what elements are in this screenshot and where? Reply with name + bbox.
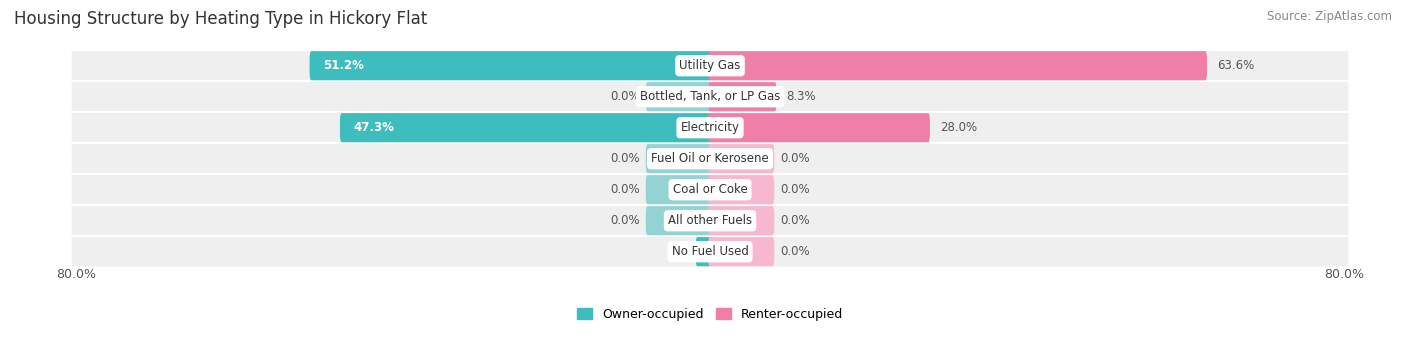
FancyBboxPatch shape [645,82,711,111]
FancyBboxPatch shape [70,81,1350,113]
Text: Housing Structure by Heating Type in Hickory Flat: Housing Structure by Heating Type in Hic… [14,10,427,28]
Text: All other Fuels: All other Fuels [668,214,752,227]
FancyBboxPatch shape [645,175,711,204]
Text: 1.6%: 1.6% [709,245,742,258]
Text: 0.0%: 0.0% [780,214,810,227]
FancyBboxPatch shape [709,82,776,111]
Text: 0.0%: 0.0% [610,183,640,196]
FancyBboxPatch shape [709,144,775,173]
Text: 51.2%: 51.2% [323,59,364,72]
FancyBboxPatch shape [709,237,775,266]
FancyBboxPatch shape [696,237,711,266]
Text: Bottled, Tank, or LP Gas: Bottled, Tank, or LP Gas [640,90,780,103]
Legend: Owner-occupied, Renter-occupied: Owner-occupied, Renter-occupied [572,303,848,326]
FancyBboxPatch shape [70,236,1350,268]
FancyBboxPatch shape [709,175,775,204]
FancyBboxPatch shape [340,113,711,142]
Text: 80.0%: 80.0% [56,268,96,281]
Text: No Fuel Used: No Fuel Used [672,245,748,258]
Text: 47.3%: 47.3% [353,121,395,134]
FancyBboxPatch shape [70,174,1350,206]
Text: Fuel Oil or Kerosene: Fuel Oil or Kerosene [651,152,769,165]
Text: 63.6%: 63.6% [1216,59,1254,72]
Text: Coal or Coke: Coal or Coke [672,183,748,196]
Text: Utility Gas: Utility Gas [679,59,741,72]
Text: 0.0%: 0.0% [780,183,810,196]
FancyBboxPatch shape [709,113,929,142]
Text: 0.0%: 0.0% [610,90,640,103]
Text: 80.0%: 80.0% [1324,268,1364,281]
Text: 0.0%: 0.0% [610,152,640,165]
Text: 28.0%: 28.0% [939,121,977,134]
FancyBboxPatch shape [70,143,1350,175]
FancyBboxPatch shape [70,50,1350,81]
FancyBboxPatch shape [70,205,1350,237]
Text: 0.0%: 0.0% [610,214,640,227]
FancyBboxPatch shape [309,51,711,80]
Text: 0.0%: 0.0% [780,152,810,165]
Text: 0.0%: 0.0% [780,245,810,258]
FancyBboxPatch shape [709,206,775,235]
Text: 8.3%: 8.3% [786,90,815,103]
FancyBboxPatch shape [645,144,711,173]
Text: Electricity: Electricity [681,121,740,134]
Text: Source: ZipAtlas.com: Source: ZipAtlas.com [1267,10,1392,23]
FancyBboxPatch shape [70,112,1350,144]
FancyBboxPatch shape [709,51,1206,80]
FancyBboxPatch shape [645,206,711,235]
